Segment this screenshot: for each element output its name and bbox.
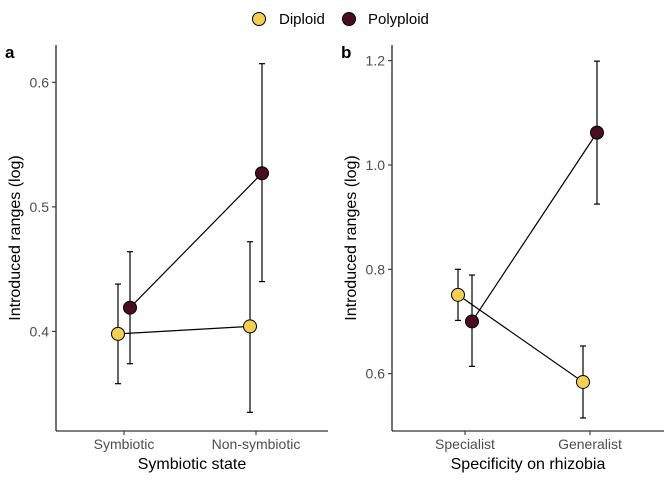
panel-tag: a xyxy=(5,43,15,62)
legend: Diploid Polyploid xyxy=(252,11,429,28)
legend-marker-diploid xyxy=(252,12,266,26)
y-tick-label: 0.8 xyxy=(366,261,386,277)
data-point-polyploid xyxy=(465,314,479,329)
y-tick-label: 0.4 xyxy=(30,323,50,339)
y-tick-label: 0.6 xyxy=(366,366,386,382)
series-line-polyploid xyxy=(471,132,598,322)
data-point-diploid xyxy=(243,319,257,334)
series-line-diploid xyxy=(117,325,251,335)
x-tick-label: Specialist xyxy=(435,436,495,452)
legend-label-diploid: Diploid xyxy=(279,11,325,28)
panel-a: 0.4 0.5 0.6 Symbiotic Non-symbiotic Symbiotic… xyxy=(5,43,328,473)
legend-label-polyploid: Polyploid xyxy=(368,11,429,28)
data-point-polyploid xyxy=(590,125,604,140)
series-line-polyploid xyxy=(129,172,263,309)
data-point-diploid xyxy=(111,326,125,341)
series-line-diploid xyxy=(457,294,584,383)
y-axis-title: Introduced ranges (log) xyxy=(7,155,24,320)
data-point-diploid xyxy=(576,374,590,389)
y-tick-label: 0.5 xyxy=(30,199,50,215)
data-point-polyploid xyxy=(123,300,137,315)
y-axis-title: Introduced ranges (log) xyxy=(343,155,360,320)
y-tick-label: 1.2 xyxy=(366,53,386,69)
x-tick-label: Symbiotic xyxy=(94,436,155,452)
legend-marker-polyploid xyxy=(342,12,356,26)
panel-b: 0.6 0.8 1.0 1.2 Specialist Generalist Specific… xyxy=(341,43,664,473)
data-point-polyploid xyxy=(255,166,269,181)
x-tick-label: Generalist xyxy=(558,436,622,452)
x-axis-title: Symbiotic state xyxy=(138,456,247,473)
data-point-diploid xyxy=(451,287,465,302)
y-tick-label: 1.0 xyxy=(366,157,386,173)
panel-tag: b xyxy=(341,43,351,62)
x-axis-title: Specificity on rhizobia xyxy=(451,456,606,473)
y-tick-label: 0.6 xyxy=(30,74,50,90)
x-tick-label: Non-symbiotic xyxy=(212,436,301,452)
